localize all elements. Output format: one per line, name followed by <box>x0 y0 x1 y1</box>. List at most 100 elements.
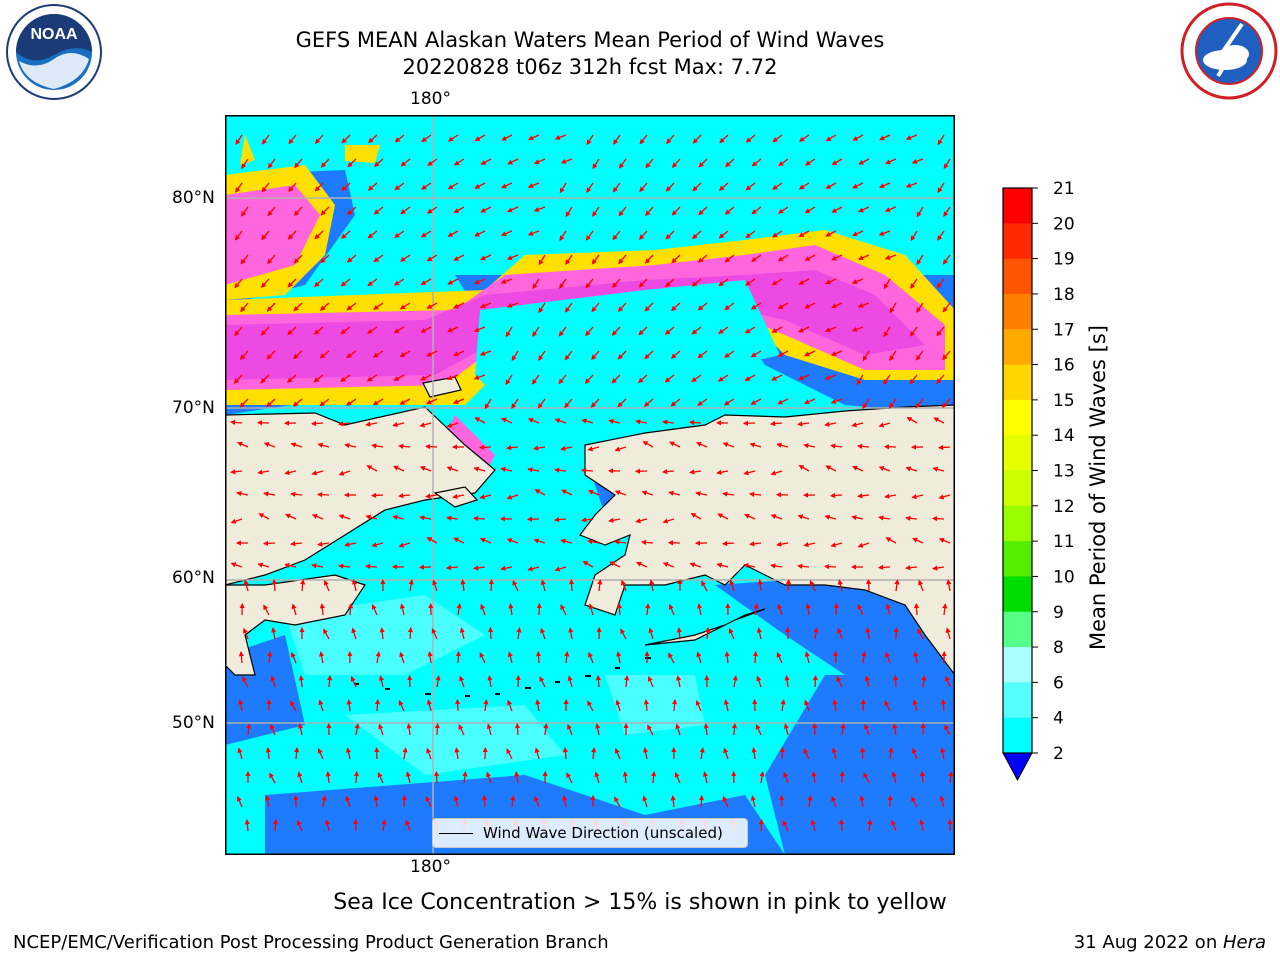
colorbar-tick-label: 11 <box>1053 532 1075 552</box>
wind-wave-arrow <box>258 513 270 520</box>
wind-wave-arrow <box>771 374 783 381</box>
wind-wave-arrow <box>365 514 378 520</box>
wind-wave-arrow <box>937 230 945 241</box>
wind-wave-arrow <box>833 650 839 664</box>
wind-wave-arrow <box>290 700 297 712</box>
wind-wave-arrow <box>804 302 816 309</box>
wind-wave-arrow <box>941 398 951 408</box>
wind-wave-arrow <box>642 441 654 448</box>
wind-wave-arrow <box>373 254 384 263</box>
wind-wave-arrow <box>432 579 438 592</box>
wind-wave-arrow <box>393 374 405 381</box>
wind-wave-arrow <box>367 326 378 334</box>
wind-wave-arrow <box>427 651 433 664</box>
wind-wave-arrow <box>408 579 414 592</box>
wind-wave-arrow <box>508 603 514 616</box>
wind-wave-arrow <box>638 374 648 384</box>
wind-wave-arrow <box>265 747 271 760</box>
wind-wave-arrow <box>501 417 513 424</box>
wind-wave-arrow <box>799 134 810 142</box>
wind-wave-arrow <box>723 398 735 406</box>
wind-wave-arrow <box>559 230 567 242</box>
landmass <box>225 376 955 676</box>
wind-wave-arrow <box>554 134 567 140</box>
wind-wave-arrow <box>831 795 837 808</box>
wind-wave-arrow <box>506 254 519 260</box>
wind-wave-arrow <box>319 651 325 664</box>
wind-wave-arrow <box>851 422 864 428</box>
wind-wave-arrow <box>318 699 324 712</box>
wind-wave-arrow <box>905 565 918 571</box>
wind-wave-arrow <box>797 421 810 427</box>
wind-wave-arrow <box>446 515 459 521</box>
wind-wave-arrow <box>647 724 654 736</box>
colorbar-tick-label: 18 <box>1053 285 1075 305</box>
wind-wave-arrow <box>877 564 891 570</box>
wind-wave-arrow <box>323 579 330 592</box>
colorbar-label: Mean Period of Wind Waves [s] <box>1086 325 1110 650</box>
wind-wave-arrow <box>824 374 837 380</box>
wind-wave-arrow <box>400 254 411 262</box>
colorbar-tick-label: 12 <box>1053 497 1075 517</box>
wind-wave-arrow <box>462 771 468 784</box>
wind-wave-arrow <box>666 134 675 145</box>
wind-wave-arrow <box>564 302 573 313</box>
wind-wave-arrow <box>785 578 792 592</box>
wind-wave-arrow <box>238 650 244 664</box>
wind-wave-arrow <box>234 326 243 337</box>
wind-wave-arrow <box>905 466 918 472</box>
wind-wave-arrow <box>611 326 621 336</box>
wind-wave-arrow <box>831 254 843 261</box>
wind-wave-arrow <box>777 603 783 616</box>
wind-wave-arrow <box>261 182 270 193</box>
wind-wave-arrow <box>554 566 567 572</box>
wind-wave-arrow <box>488 578 494 592</box>
wind-wave-arrow <box>314 134 324 144</box>
wind-wave-arrow <box>346 350 357 359</box>
wind-wave-arrow <box>407 626 414 640</box>
wind-wave-arrow <box>373 206 384 215</box>
wind-wave-arrow <box>884 493 897 499</box>
wind-wave-arrow <box>426 747 432 760</box>
wind-wave-arrow <box>910 278 918 289</box>
wind-wave-arrow <box>624 675 630 688</box>
lon-label-top: 180° <box>410 89 451 109</box>
wind-wave-arrow <box>588 603 594 616</box>
wind-wave-arrow <box>239 350 249 360</box>
wind-wave-arrow <box>419 515 432 521</box>
wind-wave-arrow <box>445 565 459 571</box>
wind-wave-arrow <box>473 565 486 571</box>
wind-wave-arrow <box>671 254 681 264</box>
wind-wave-arrow <box>779 746 785 760</box>
wind-wave-arrow <box>938 494 951 500</box>
wind-wave-arrow <box>824 421 837 427</box>
wind-wave-arrow <box>240 302 249 313</box>
wind-wave-arrow <box>506 748 513 760</box>
wind-wave-arrow <box>939 795 945 808</box>
wind-wave-arrow <box>340 230 351 239</box>
wind-wave-arrow <box>784 675 790 688</box>
wind-wave-arrow <box>537 398 546 409</box>
wind-wave-arrow <box>862 398 870 410</box>
wind-wave-arrow <box>662 419 675 425</box>
wind-wave-arrow <box>293 350 303 360</box>
wind-wave-arrow <box>261 134 270 145</box>
wind-wave-arrow <box>812 722 818 736</box>
wind-wave-arrow <box>865 627 871 640</box>
wind-wave-arrow <box>743 470 756 476</box>
wind-wave-arrow <box>500 466 513 472</box>
wind-wave-arrow <box>798 230 810 238</box>
wind-wave-arrow <box>723 747 729 760</box>
wind-wave-arrow <box>614 796 621 808</box>
wind-wave-arrow <box>878 182 891 189</box>
wind-wave-arrow <box>691 326 702 335</box>
colorbar-segment <box>1003 188 1032 224</box>
wind-wave-arrow <box>692 182 702 192</box>
wind-wave-arrow <box>639 134 648 145</box>
wind-wave-arrow <box>617 302 627 312</box>
wind-wave-arrow <box>348 602 354 616</box>
wind-wave-arrow <box>668 490 681 496</box>
wind-wave-arrow <box>942 603 948 616</box>
wind-wave-arrow <box>910 230 918 242</box>
wind-wave-arrow <box>749 541 762 547</box>
